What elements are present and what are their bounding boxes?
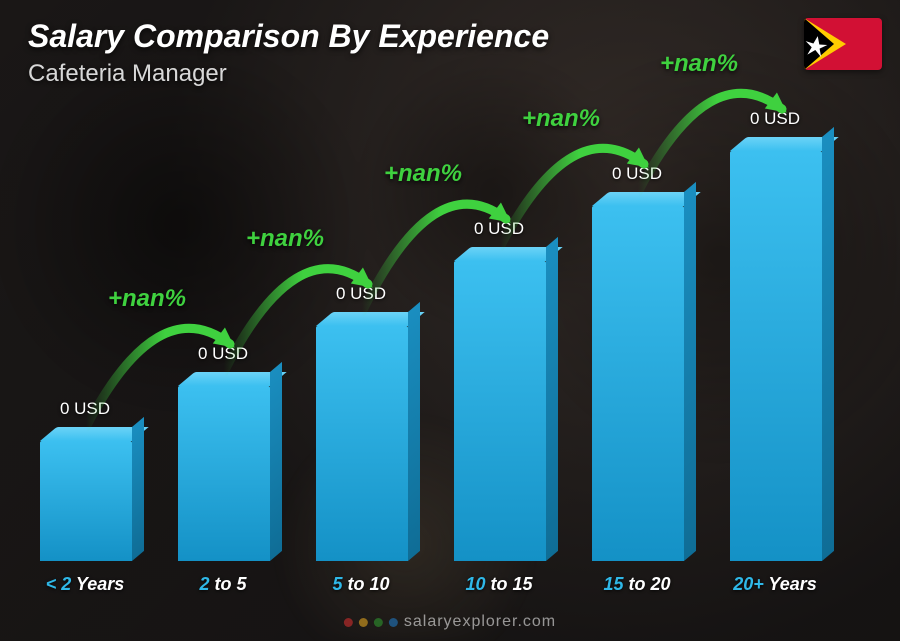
category-label: 10 to 15 (465, 574, 532, 595)
category-label: 5 to 10 (332, 574, 389, 595)
bar (178, 386, 270, 561)
chart-subtitle: Cafeteria Manager (28, 60, 227, 88)
delta-label: +nan% (660, 50, 738, 78)
category-label: 15 to 20 (603, 574, 670, 595)
bar (40, 441, 132, 561)
bar (592, 206, 684, 561)
category-label: 20+ Years (733, 574, 817, 595)
bar-value-label: 0 USD (612, 164, 662, 184)
delta-label: +nan% (522, 105, 600, 133)
bar (316, 326, 408, 561)
country-flag-icon (804, 18, 882, 70)
delta-label: +nan% (108, 285, 186, 313)
bar-value-label: 0 USD (60, 399, 110, 419)
infographic-stage: Salary Comparison By Experience Cafeteri… (0, 0, 900, 641)
watermark: salaryexplorer.com (344, 613, 556, 631)
watermark-text: salaryexplorer.com (404, 613, 556, 631)
category-label: < 2 Years (46, 574, 125, 595)
bar-value-label: 0 USD (750, 109, 800, 129)
bar-chart: 0 USD< 2 Years0 USD2 to 50 USD5 to 100 U… (30, 100, 860, 561)
delta-label: +nan% (384, 160, 462, 188)
bar-value-label: 0 USD (336, 284, 386, 304)
category-label: 2 to 5 (199, 574, 246, 595)
bar-value-label: 0 USD (198, 344, 248, 364)
bar (730, 151, 822, 561)
delta-label: +nan% (246, 225, 324, 253)
bar (454, 261, 546, 561)
bar-value-label: 0 USD (474, 219, 524, 239)
chart-title: Salary Comparison By Experience (28, 18, 549, 55)
